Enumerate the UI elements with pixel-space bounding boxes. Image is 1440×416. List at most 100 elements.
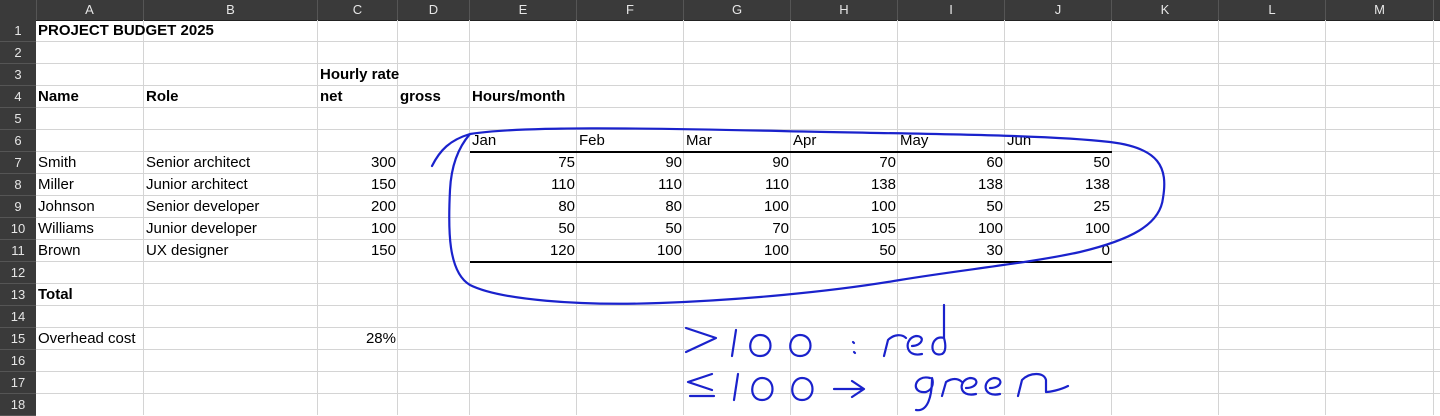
gridline bbox=[36, 41, 1440, 42]
table-cell-name[interactable]: Williams bbox=[38, 220, 94, 237]
overhead-label[interactable]: Overhead cost bbox=[38, 330, 136, 347]
column-header-g[interactable]: G bbox=[684, 0, 791, 20]
column-header-l[interactable]: L bbox=[1219, 0, 1326, 20]
table-cell-name[interactable]: Miller bbox=[38, 176, 74, 193]
table-cell-hours[interactable]: 100 bbox=[1084, 220, 1110, 237]
table-cell-hours[interactable]: 70 bbox=[772, 220, 789, 237]
table-cell-role[interactable]: Junior developer bbox=[146, 220, 257, 237]
table-cell-hours[interactable]: 100 bbox=[870, 198, 896, 215]
table-cell-hours[interactable]: 50 bbox=[558, 220, 575, 237]
table-cell-hours[interactable]: 25 bbox=[1093, 198, 1110, 215]
table-cell-hours[interactable]: 80 bbox=[558, 198, 575, 215]
digit-zero-glyph-stroke bbox=[789, 333, 812, 358]
column-header-d[interactable]: D bbox=[398, 0, 470, 20]
table-cell-hours[interactable]: 138 bbox=[1084, 176, 1110, 193]
table-cell-hours[interactable]: 110 bbox=[765, 176, 789, 193]
row-header-15[interactable]: 15 bbox=[0, 328, 36, 350]
select-all-corner[interactable] bbox=[0, 0, 37, 20]
row-header-3[interactable]: 3 bbox=[0, 64, 36, 86]
month-header-mar[interactable]: Mar bbox=[686, 132, 712, 149]
row-header-10[interactable]: 10 bbox=[0, 218, 36, 240]
table-cell-hours[interactable]: 60 bbox=[986, 154, 1003, 171]
table-cell-hours[interactable]: 50 bbox=[665, 220, 682, 237]
month-header-may[interactable]: May bbox=[900, 132, 929, 149]
table-cell-role[interactable]: UX designer bbox=[146, 242, 229, 259]
column-header-c[interactable]: C bbox=[318, 0, 398, 20]
table-cell-hours[interactable]: 30 bbox=[986, 242, 1003, 259]
total-label[interactable]: Total bbox=[38, 286, 73, 303]
row-header-1[interactable]: 1 bbox=[0, 20, 36, 42]
month-header-jan[interactable]: Jan bbox=[472, 132, 497, 149]
row-header-14[interactable]: 14 bbox=[0, 306, 36, 328]
column-header-j[interactable]: J bbox=[1005, 0, 1112, 20]
sheet-title[interactable]: PROJECT BUDGET 2025 bbox=[38, 22, 214, 39]
table-cell-hours[interactable]: 100 bbox=[763, 242, 789, 259]
table-cell-hours[interactable]: 0 bbox=[1101, 242, 1110, 259]
table-cell-hours[interactable]: 50 bbox=[1093, 154, 1110, 171]
row-header-8[interactable]: 8 bbox=[0, 174, 36, 196]
hours-month-header[interactable]: Hours/month bbox=[472, 88, 566, 105]
table-cell-rate[interactable]: 150 bbox=[370, 242, 396, 259]
row-header-13[interactable]: 13 bbox=[0, 284, 36, 306]
table-cell-hours[interactable]: 120 bbox=[549, 242, 575, 259]
row-header-17[interactable]: 17 bbox=[0, 372, 36, 394]
row-header-11[interactable]: 11 bbox=[0, 240, 36, 262]
row-header-2[interactable]: 2 bbox=[0, 42, 36, 64]
column-header-k[interactable]: K bbox=[1112, 0, 1219, 20]
table-cell-hours[interactable]: 75 bbox=[558, 154, 575, 171]
table-cell-hours[interactable]: 110 bbox=[658, 176, 682, 193]
gross-header[interactable]: gross bbox=[400, 88, 441, 105]
letter-d-glyph-stroke bbox=[931, 303, 947, 356]
row-header-12[interactable]: 12 bbox=[0, 262, 36, 284]
row-header-9[interactable]: 9 bbox=[0, 196, 36, 218]
table-cell-rate[interactable]: 200 bbox=[370, 198, 396, 215]
row-header-18[interactable]: 18 bbox=[0, 394, 36, 416]
gridline bbox=[36, 107, 1440, 108]
row-header-6[interactable]: 6 bbox=[0, 130, 36, 152]
digit-one-glyph-stroke bbox=[732, 372, 740, 402]
table-cell-role[interactable]: Senior architect bbox=[146, 154, 251, 171]
table-cell-hours[interactable]: 90 bbox=[665, 154, 682, 171]
table-cell-name[interactable]: Smith bbox=[38, 154, 77, 171]
column-header-m[interactable]: M bbox=[1326, 0, 1434, 20]
table-cell-hours[interactable]: 138 bbox=[870, 176, 896, 193]
table-cell-rate[interactable]: 300 bbox=[370, 154, 396, 171]
month-header-feb[interactable]: Feb bbox=[579, 132, 605, 149]
table-cell-hours[interactable]: 70 bbox=[879, 154, 896, 171]
table-cell-hours[interactable]: 90 bbox=[772, 154, 789, 171]
row-header-4[interactable]: 4 bbox=[0, 86, 36, 108]
table-cell-role[interactable]: Junior architect bbox=[146, 176, 248, 193]
row-header-7[interactable]: 7 bbox=[0, 152, 36, 174]
table-cell-hours[interactable]: 100 bbox=[656, 242, 682, 259]
table-cell-hours[interactable]: 50 bbox=[986, 198, 1003, 215]
table-cell-name[interactable]: Johnson bbox=[38, 198, 95, 215]
table-cell-hours[interactable]: 105 bbox=[870, 220, 896, 237]
column-header-f[interactable]: F bbox=[577, 0, 684, 20]
table-cell-hours[interactable]: 100 bbox=[763, 198, 789, 215]
table-cell-rate[interactable]: 100 bbox=[370, 220, 396, 237]
column-header-i[interactable]: I bbox=[898, 0, 1005, 20]
column-header-e[interactable]: E bbox=[470, 0, 577, 20]
name-header[interactable]: Name bbox=[38, 88, 79, 105]
month-header-jun[interactable]: Jun bbox=[1007, 132, 1032, 149]
column-header-h[interactable]: H bbox=[791, 0, 898, 20]
table-cell-role[interactable]: Senior developer bbox=[146, 198, 260, 215]
gridline bbox=[36, 85, 1440, 86]
table-cell-hours[interactable]: 138 bbox=[977, 176, 1003, 193]
table-cell-hours[interactable]: 80 bbox=[665, 198, 682, 215]
table-cell-hours[interactable]: 50 bbox=[879, 242, 896, 259]
table-cell-name[interactable]: Brown bbox=[38, 242, 81, 259]
table-cell-hours[interactable]: 110 bbox=[551, 176, 575, 193]
column-header-b[interactable]: B bbox=[144, 0, 318, 20]
role-header[interactable]: Role bbox=[146, 88, 179, 105]
gridline bbox=[36, 305, 1440, 306]
row-header-16[interactable]: 16 bbox=[0, 350, 36, 372]
column-header-a[interactable]: A bbox=[36, 0, 144, 20]
table-cell-rate[interactable]: 150 bbox=[370, 176, 396, 193]
month-header-apr[interactable]: Apr bbox=[793, 132, 817, 149]
overhead-value[interactable]: 28% bbox=[365, 330, 396, 347]
hourly-rate-header[interactable]: Hourly rate bbox=[320, 66, 400, 83]
table-cell-hours[interactable]: 100 bbox=[977, 220, 1003, 237]
net-header[interactable]: net bbox=[320, 88, 343, 105]
row-header-5[interactable]: 5 bbox=[0, 108, 36, 130]
